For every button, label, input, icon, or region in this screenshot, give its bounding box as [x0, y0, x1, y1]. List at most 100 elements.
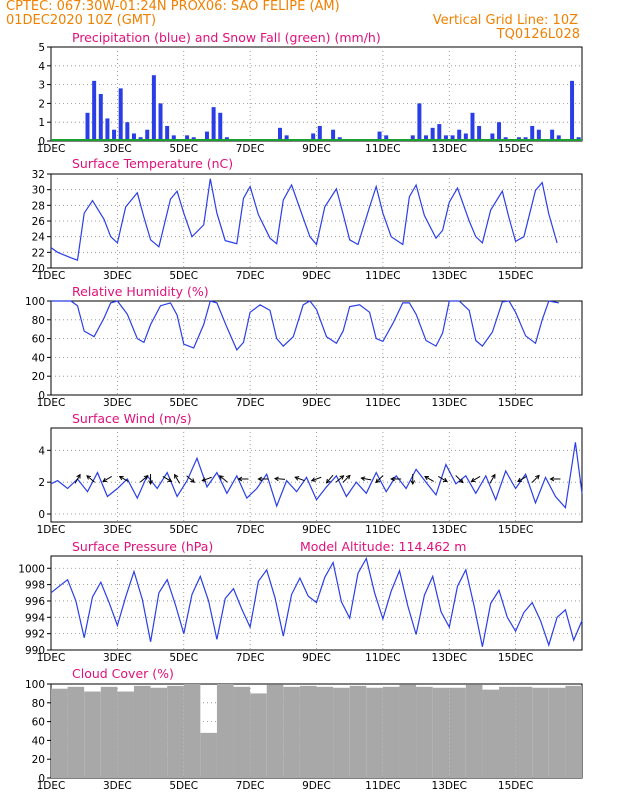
panel4-x-tick-label: 9DEC: [302, 652, 331, 664]
panel0-bar: [218, 112, 223, 141]
panel2-series-line: [51, 300, 559, 351]
panel0-bar: [470, 112, 475, 141]
panel1-y-tick-label: 30: [32, 185, 45, 197]
wind-arrow: [375, 475, 384, 483]
panel0-bar: [171, 135, 176, 141]
panel1-x-tick-label: 1DEC: [37, 270, 66, 282]
panel4-x-tick-label: 15DEC: [498, 652, 533, 664]
panel3-y-tick-label: 4: [38, 445, 45, 457]
wind-arrow-head: [390, 476, 395, 482]
panel0-bar: [417, 103, 422, 141]
panel1-series-line: [50, 178, 558, 262]
wind-arrow: [119, 476, 129, 482]
panel0-bar: [331, 129, 336, 141]
panel2-x-tick-label: 11DEC: [365, 397, 400, 409]
panel0-x-tick-label: 11DEC: [365, 143, 400, 155]
panel0-bar: [165, 125, 170, 141]
wind-arrow: [202, 476, 212, 482]
panel3-frame: [50, 427, 583, 523]
panel5-bar: [565, 685, 582, 778]
panel0-bar: [92, 80, 97, 141]
wind-arrow-head: [549, 476, 555, 482]
panel5-bar: [449, 687, 466, 778]
wind-arrow: [311, 476, 322, 482]
panel5-bar: [482, 689, 500, 778]
panel5-bar: [51, 688, 68, 778]
panel4-y-tick-label: 992: [25, 629, 45, 641]
panel5-bar: [299, 685, 317, 778]
panel5-bar: [250, 693, 267, 778]
wind-arrow: [455, 475, 464, 483]
panel5-y-tick-label: 80: [32, 698, 45, 710]
panel4-y-tick-label: 994: [25, 612, 45, 624]
panel5-y-tick-label: 0: [38, 773, 45, 785]
wind-arrow: [517, 476, 527, 482]
panel1-x-tick-label: 5DEC: [169, 270, 198, 282]
panel5-bar: [200, 732, 217, 778]
panel5-bar: [432, 687, 450, 778]
panel5-bar: [100, 686, 118, 778]
panel3-x-tick-label: 11DEC: [365, 524, 400, 536]
panel1-x-tick-label: 9DEC: [302, 270, 331, 282]
wind-arrow-head: [345, 474, 351, 480]
header-station: CPTEC: 067:30W-01:24N PROX06: SAO FELIPE…: [6, 0, 340, 14]
panel1-x-tick-label: 15DEC: [498, 270, 533, 282]
panel4-x-tick-label: 3DEC: [103, 652, 132, 664]
panel0-frame: [50, 46, 583, 142]
panel1-y-tick-label: 22: [32, 247, 45, 259]
wind-arrow-head: [190, 478, 196, 483]
panel5-y-tick-label: 60: [32, 717, 45, 729]
panel3-x-tick-label: 13DEC: [432, 524, 467, 536]
panel0-bar: [457, 129, 462, 141]
panel4-x-tick-label: 13DEC: [432, 652, 467, 664]
panel0-bar: [410, 135, 415, 141]
panel0-bar: [278, 127, 282, 141]
panel0-bar: [384, 135, 389, 141]
wind-arrow: [86, 475, 95, 483]
panel5-bar: [382, 686, 400, 778]
panel5-bar: [316, 686, 334, 778]
panel0-y-tick-label: 0: [38, 136, 45, 148]
panel0-bar: [185, 135, 190, 141]
wind-arrow-head: [102, 477, 108, 483]
panel4-series-line: [50, 556, 583, 648]
wind-arrow: [74, 474, 81, 484]
wind-arrow-head: [442, 477, 448, 483]
wind-arrow-head: [517, 477, 522, 483]
panel2-y-tick-label: 100: [25, 296, 45, 308]
panel2-x-tick-label: 15DEC: [498, 397, 533, 409]
wind-arrow-head: [86, 475, 92, 480]
wind-arrow: [361, 477, 372, 481]
panel5-bar: [349, 685, 367, 778]
panel0-bar: [118, 88, 123, 141]
wind-arrow: [489, 474, 496, 484]
altitude-annotation: Model Altitude: 114.462 m: [300, 539, 467, 554]
wind-arrow: [274, 478, 286, 480]
panel4-y-tick-label: 990: [25, 645, 45, 657]
panel2-y-tick-label: 40: [32, 352, 45, 364]
panel0-bar: [530, 125, 535, 141]
panel5-x-tick-label: 9DEC: [302, 780, 331, 792]
panel3-x-tick-label: 1DEC: [37, 524, 66, 536]
wind-arrow: [531, 475, 540, 483]
wind-arrow-head: [360, 476, 366, 482]
pressure-title: Surface Pressure (hPa): [72, 539, 214, 554]
panel5-bar: [465, 684, 483, 778]
panel2-y-tick-label: 0: [38, 390, 45, 402]
panel1-x-tick-label: 3DEC: [103, 270, 132, 282]
panel5-bar: [150, 687, 168, 778]
panel2-x-tick-label: 3DEC: [103, 397, 132, 409]
panel2-y-tick-label: 80: [32, 315, 45, 327]
wind-arrow-head: [410, 480, 416, 486]
panel4-x-tick-label: 1DEC: [37, 652, 66, 664]
wind-arrow-head: [167, 477, 173, 483]
panel4-y-tick-label: 1000: [18, 563, 45, 575]
panel3-x-tick-label: 7DEC: [236, 524, 265, 536]
panel4-x-tick-label: 7DEC: [236, 652, 265, 664]
wind-arrow-head: [218, 475, 224, 480]
wind-arrow-head: [535, 474, 540, 480]
panel3-x-tick-label: 5DEC: [169, 524, 198, 536]
panel0-y-tick-label: 3: [38, 80, 45, 92]
wind-arrow: [471, 476, 481, 482]
